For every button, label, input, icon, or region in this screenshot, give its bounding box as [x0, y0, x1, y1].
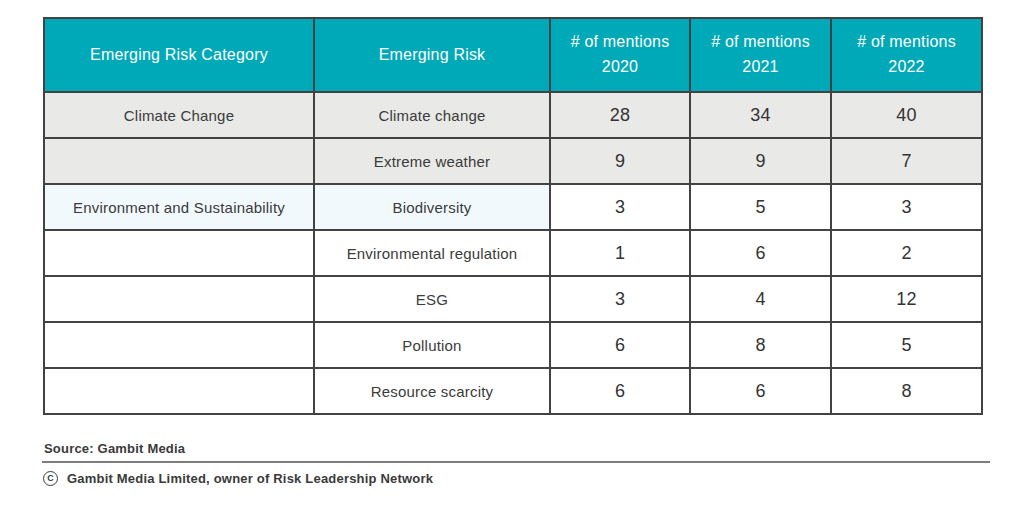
table-row: ESG 3 4 12 — [44, 276, 982, 322]
copyright-line: C Gambit Media Limited, owner of Risk Le… — [43, 471, 433, 486]
table-row: Climate Change Climate change 28 34 40 — [44, 92, 982, 138]
table-header-row: Emerging Risk Category Emerging Risk # o… — [44, 18, 982, 92]
cell-category — [44, 138, 314, 184]
cell-mentions-2022: 5 — [831, 322, 982, 368]
cell-category — [44, 276, 314, 322]
copyright-text: Gambit Media Limited, owner of Risk Lead… — [67, 471, 433, 486]
cell-mentions-2022: 3 — [831, 184, 982, 230]
cell-mentions-2021: 8 — [690, 322, 831, 368]
cell-category — [44, 368, 314, 414]
cell-mentions-2021: 6 — [690, 230, 831, 276]
header-year: 2022 — [888, 58, 924, 75]
cell-category — [44, 322, 314, 368]
header-emerging-risk-category: Emerging Risk Category — [44, 18, 314, 92]
source-text: Source: Gambit Media — [44, 441, 185, 456]
cell-mentions-2022: 8 — [831, 368, 982, 414]
page: Emerging Risk Category Emerging Risk # o… — [0, 0, 1024, 512]
header-label: # of mentions — [571, 33, 670, 50]
cell-risk: Pollution — [314, 322, 550, 368]
cell-mentions-2021: 4 — [690, 276, 831, 322]
header-label: # of mentions — [711, 33, 810, 50]
header-emerging-risk: Emerging Risk — [314, 18, 550, 92]
header-mentions-2021: # of mentions 2021 — [690, 18, 831, 92]
risk-mentions-table: Emerging Risk Category Emerging Risk # o… — [43, 17, 983, 415]
cell-mentions-2021: 34 — [690, 92, 831, 138]
cell-mentions-2020: 6 — [550, 322, 690, 368]
footer-divider — [42, 461, 990, 463]
cell-mentions-2020: 1 — [550, 230, 690, 276]
header-label: Emerging Risk Category — [90, 46, 268, 63]
table-row: Pollution 6 8 5 — [44, 322, 982, 368]
cell-mentions-2020: 9 — [550, 138, 690, 184]
header-year: 2021 — [742, 58, 778, 75]
cell-category: Climate Change — [44, 92, 314, 138]
cell-mentions-2021: 9 — [690, 138, 831, 184]
cell-mentions-2022: 12 — [831, 276, 982, 322]
cell-mentions-2022: 40 — [831, 92, 982, 138]
cell-risk: Climate change — [314, 92, 550, 138]
cell-mentions-2022: 7 — [831, 138, 982, 184]
cell-mentions-2022: 2 — [831, 230, 982, 276]
cell-risk: Extreme weather — [314, 138, 550, 184]
cell-category — [44, 230, 314, 276]
cell-mentions-2021: 6 — [690, 368, 831, 414]
cell-mentions-2020: 3 — [550, 276, 690, 322]
header-year: 2020 — [602, 58, 638, 75]
header-mentions-2022: # of mentions 2022 — [831, 18, 982, 92]
cell-mentions-2020: 3 — [550, 184, 690, 230]
cell-risk: Environmental regulation — [314, 230, 550, 276]
header-label: # of mentions — [857, 33, 956, 50]
table-row: Environmental regulation 1 6 2 — [44, 230, 982, 276]
cell-mentions-2021: 5 — [690, 184, 831, 230]
table-row: Extreme weather 9 9 7 — [44, 138, 982, 184]
header-mentions-2020: # of mentions 2020 — [550, 18, 690, 92]
header-label: Emerging Risk — [379, 46, 486, 63]
cell-risk: Biodiversity — [314, 184, 550, 230]
cell-mentions-2020: 6 — [550, 368, 690, 414]
cell-mentions-2020: 28 — [550, 92, 690, 138]
cell-risk: Resource scarcity — [314, 368, 550, 414]
table-row: Resource scarcity 6 6 8 — [44, 368, 982, 414]
copyright-icon: C — [43, 471, 58, 486]
cell-category: Environment and Sustainability — [44, 184, 314, 230]
table-row: Environment and Sustainability Biodivers… — [44, 184, 982, 230]
cell-risk: ESG — [314, 276, 550, 322]
